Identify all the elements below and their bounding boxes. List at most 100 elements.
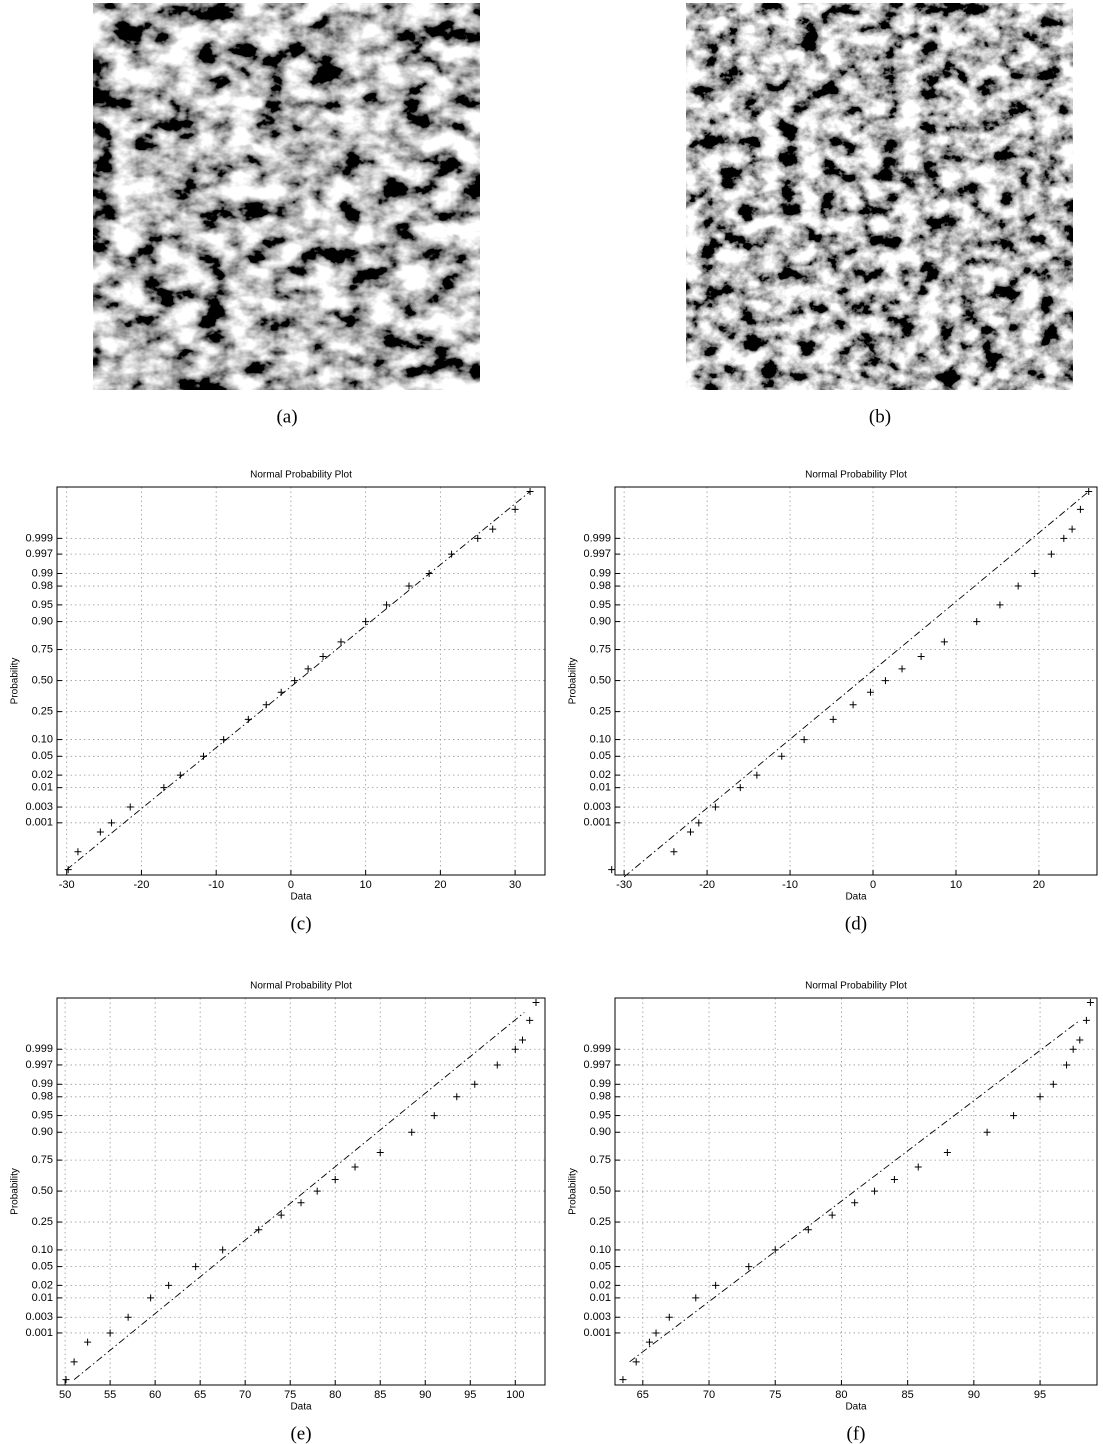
data-point [1036,1093,1044,1101]
data-point [890,1175,898,1183]
y-tick-label: 0.98 [32,1091,53,1103]
data-point [1086,999,1094,1007]
data-point [940,638,948,646]
x-tick-label: 60 [149,1389,161,1401]
data-point [430,1112,438,1120]
y-axis-label: Probability [568,1168,579,1215]
data-point [1031,570,1039,578]
x-tick-label: 0 [870,879,876,891]
y-tick-label: 0.75 [590,643,611,655]
x-axis-label: Data [290,892,312,903]
plot-frame [56,486,546,876]
texture-image [686,3,1073,390]
caption: (f) [847,1423,866,1444]
y-tick-label: 0.997 [25,548,53,560]
data-point [297,1199,305,1207]
data-point [313,1187,321,1195]
y-tick-label: 0.90 [590,1126,611,1138]
data-point [1010,1112,1018,1120]
data-point [829,715,837,723]
x-tick-label: 50 [59,1389,71,1401]
reference-line [629,1019,1081,1363]
data-point [692,1294,700,1302]
data-point [804,1226,812,1234]
data-point [337,638,345,646]
x-tick-label: 70 [703,1389,715,1401]
y-tick-label: 0.999 [583,1043,611,1055]
data-point [526,488,534,496]
data-point [881,677,889,685]
y-tick-label: 0.98 [590,580,611,592]
x-tick-label: 75 [769,1389,781,1401]
data-point [511,505,519,513]
reference-line [73,1012,525,1380]
y-tick-label: 0.01 [590,1292,611,1304]
data-point [408,1128,416,1136]
data-point [106,1329,114,1337]
y-tick-label: 0.99 [590,567,611,579]
plot-frame [56,997,546,1386]
y-tick-label: 0.25 [32,706,53,718]
y-tick-label: 0.90 [32,1126,53,1138]
x-tick-label: 75 [284,1389,296,1401]
y-tick-label: 0.25 [590,1216,611,1228]
y-tick-label: 0.001 [583,1327,611,1339]
data-point [84,1338,92,1346]
data-point [1049,1080,1057,1088]
data-point [849,701,857,709]
x-tick-label: 65 [637,1389,649,1401]
x-axis-label: Data [845,1402,867,1413]
y-tick-label: 0.01 [32,1292,53,1304]
y-axis-label: Probability [568,658,579,705]
data-point [1076,1036,1084,1044]
y-tick-label: 0.50 [32,1185,53,1197]
y-tick-label: 0.003 [25,801,53,813]
x-axis-label: Data [845,892,867,903]
data-point [1068,525,1076,533]
x-tick-label: -30 [59,879,75,891]
data-point [771,1246,779,1254]
y-tick-label: 0.999 [583,532,611,544]
data-point [126,803,134,811]
y-tick-label: 0.02 [590,769,611,781]
data-point [973,618,981,626]
data-point [192,1263,200,1271]
data-point [511,1045,519,1053]
data-point [405,582,413,590]
caption: (b) [869,406,891,427]
data-point [1082,1016,1090,1024]
y-tick-label: 0.01 [590,782,611,794]
data-point [898,665,906,673]
data-point [518,1036,526,1044]
plot: Normal Probability Plot Data Probability (e… [10,981,546,1444]
x-tick-label: 80 [835,1389,847,1401]
texture-image [93,3,480,390]
y-tick-label: 0.10 [590,1244,611,1256]
data-point [453,1093,461,1101]
data-point [351,1163,359,1171]
data-point [800,736,808,744]
x-tick-label: 20 [434,879,446,891]
data-point [255,1226,263,1234]
y-tick-label: 0.997 [583,1059,611,1071]
x-tick-label: -20 [133,879,149,891]
data-point [828,1211,836,1219]
y-tick-label: 0.50 [32,674,53,686]
caption: (e) [290,1423,311,1444]
data-point [608,866,616,874]
y-tick-label: 0.02 [32,1279,53,1291]
data-point [62,1376,70,1384]
data-point [1085,488,1093,496]
y-tick-label: 0.99 [590,1078,611,1090]
x-tick-label: 85 [374,1389,386,1401]
x-tick-label: 55 [104,1389,116,1401]
data-point [914,1163,922,1171]
x-tick-label: 80 [329,1389,341,1401]
data-point [165,1281,173,1289]
data-point [1014,582,1022,590]
data-point [778,752,786,760]
data-point [867,688,875,696]
caption: (c) [290,913,311,934]
x-tick-label: -20 [699,879,715,891]
plot-frame [614,486,1098,876]
